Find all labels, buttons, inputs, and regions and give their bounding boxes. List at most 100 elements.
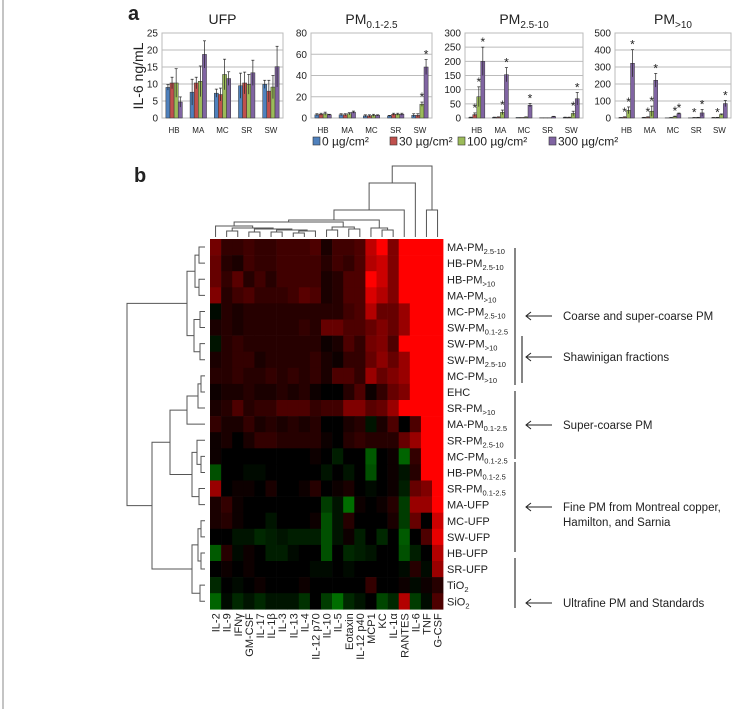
panel-title: UFP <box>209 11 237 27</box>
significance-star: * <box>622 105 627 119</box>
heatmap-cell <box>365 335 377 352</box>
heatmap-cell <box>432 561 444 578</box>
heatmap-cell <box>287 577 300 594</box>
heatmap-cell <box>309 383 322 401</box>
heatmap-cell <box>276 432 288 449</box>
heatmap-cell <box>321 351 333 369</box>
column-label: G-CSF <box>433 613 445 648</box>
heatmap-cell <box>354 416 366 433</box>
heatmap-cell <box>210 448 222 465</box>
heatmap-cell <box>232 319 244 336</box>
heatmap-cell <box>221 303 233 320</box>
heatmap-cell <box>332 239 344 256</box>
heatmap-cell <box>376 577 388 594</box>
heatmap-cell <box>221 416 233 433</box>
heatmap-cell <box>309 512 322 530</box>
heatmap-cell <box>254 367 266 385</box>
panel-title-main: UFP <box>209 11 237 27</box>
heatmap-cell <box>309 480 322 497</box>
heatmap-cell <box>321 561 333 578</box>
heatmap-cell <box>232 512 244 530</box>
heatmap-cell <box>232 480 244 497</box>
heatmap-cell <box>210 577 222 594</box>
significance-star: * <box>504 56 509 70</box>
heatmap-cell <box>265 319 277 336</box>
heatmap-cell <box>432 496 444 513</box>
row-label-main: HB-PM <box>447 258 482 270</box>
heatmap-cell <box>321 335 333 352</box>
bar <box>165 87 171 119</box>
heatmap-cell <box>265 544 277 562</box>
heatmap-cell <box>432 319 444 336</box>
column-label: GM-CSF <box>244 613 256 657</box>
heatmap-cell <box>287 351 300 369</box>
heatmap-cell <box>398 416 411 433</box>
heatmap-cell <box>432 577 444 594</box>
heatmap-cell <box>332 255 344 272</box>
row-label-main: SW-PM <box>447 339 485 351</box>
heatmap-cell <box>409 464 422 481</box>
heatmap-cell <box>321 577 333 594</box>
heatmap-cell <box>254 383 266 401</box>
heatmap-cell <box>398 351 411 369</box>
heatmap-cell <box>354 432 366 449</box>
row-label-sub: 0.1-2.5 <box>482 472 505 481</box>
y-tick-label: 50 <box>450 99 462 110</box>
heatmap-cell <box>232 239 244 256</box>
heatmap-cell <box>243 593 255 610</box>
heatmap-cell <box>387 319 399 336</box>
heatmap-cell <box>332 480 344 497</box>
heatmap-cell <box>243 512 255 530</box>
heatmap-cell <box>398 303 411 320</box>
row-label: SiO2 <box>447 596 470 610</box>
heatmap-cell <box>432 544 444 562</box>
heatmap-cell <box>243 528 255 546</box>
heatmap-cell <box>309 496 322 513</box>
row-label: MC-UFP <box>447 516 490 528</box>
heatmap-cell <box>265 432 277 449</box>
dendrogram-branch <box>186 395 205 425</box>
heatmap-cell <box>276 512 288 530</box>
heatmap-cell <box>387 303 399 320</box>
heatmap-cell <box>332 303 344 320</box>
heatmap-cell <box>243 496 255 513</box>
heatmap-cell <box>243 480 255 497</box>
row-label-main: EHC <box>447 387 470 399</box>
heatmap-cell <box>287 448 300 465</box>
heatmap-cell <box>232 432 244 449</box>
heatmap-cell <box>254 287 266 304</box>
heatmap-cell <box>287 480 300 497</box>
row-label: SR-PM>10 <box>447 403 495 417</box>
column-label: TNF <box>421 613 433 635</box>
heatmap-cell <box>387 367 399 385</box>
category-label: SR <box>542 126 553 135</box>
heatmap-cell <box>354 255 366 272</box>
arrow-left-icon <box>525 420 552 430</box>
bar <box>423 66 429 119</box>
significance-star: * <box>420 90 425 104</box>
bar <box>515 117 521 119</box>
heatmap-cell <box>287 319 300 336</box>
heatmap-cell <box>287 367 300 385</box>
heatmap-cell <box>343 303 355 320</box>
heatmap-cell <box>420 448 433 465</box>
heatmap-cell <box>387 577 399 594</box>
heatmap-cell <box>409 593 422 610</box>
y-tick-label: 5 <box>152 97 158 108</box>
heatmap-cell <box>254 544 266 562</box>
significance-star: * <box>649 94 654 108</box>
heatmap-cell <box>210 464 222 481</box>
y-tick-label: 100 <box>444 85 461 96</box>
column-label: IL-17 <box>255 613 267 638</box>
heatmap-cell <box>409 512 422 530</box>
heatmap-cell <box>354 561 366 578</box>
heatmap-cell <box>409 239 422 256</box>
heatmap-cell <box>387 593 399 610</box>
heatmap-cell <box>221 271 233 288</box>
heatmap-cell <box>298 593 311 610</box>
dendrogram-branch <box>248 231 261 237</box>
heatmap-cell <box>376 432 388 449</box>
heatmap-cell <box>343 512 355 530</box>
heatmap-cell <box>398 480 411 497</box>
heatmap-cell <box>409 255 422 272</box>
